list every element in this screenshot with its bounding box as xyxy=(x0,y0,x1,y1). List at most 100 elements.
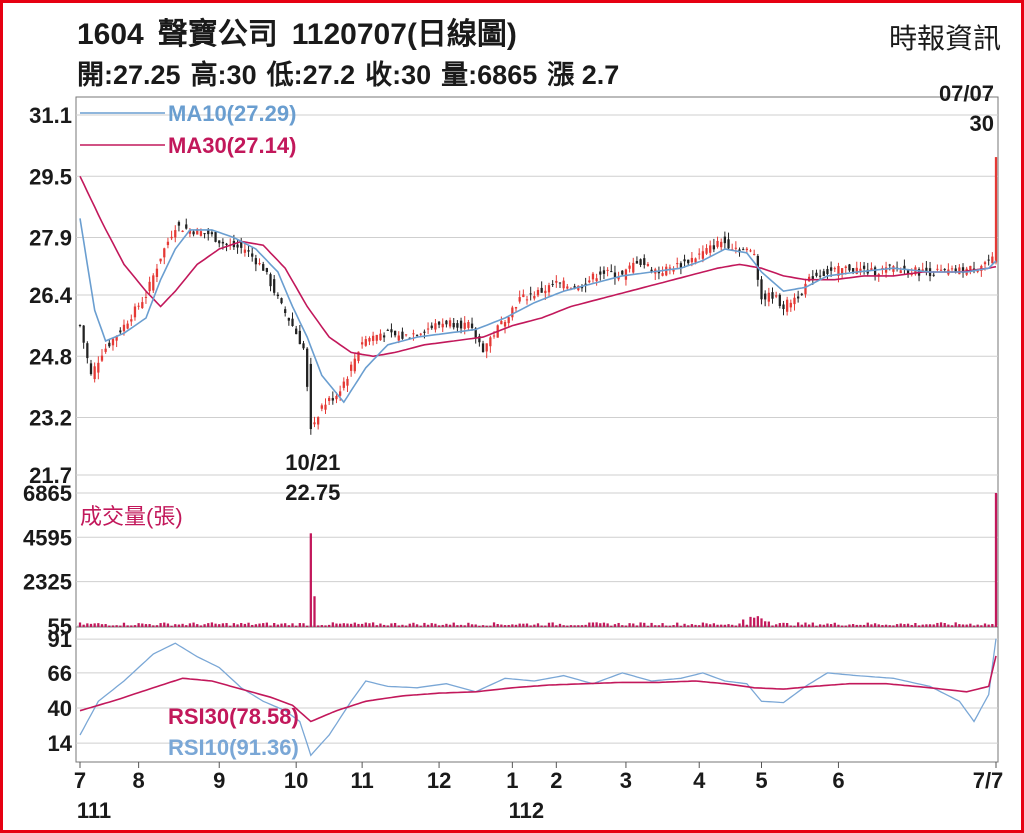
label-layer: MA10(27.29) MA30(27.14) 10/21 22.75 07/07 30 成… xyxy=(80,81,994,760)
candle-body xyxy=(533,296,536,299)
volume-bar xyxy=(104,624,107,627)
candle-body xyxy=(613,272,617,278)
candle-body xyxy=(122,324,126,332)
volume-bar xyxy=(108,625,111,627)
candle-body xyxy=(177,222,181,226)
month-label: 12 xyxy=(427,768,451,793)
month-label: 5 xyxy=(755,768,767,793)
volume-bar xyxy=(646,625,650,627)
volume-bar xyxy=(401,624,404,627)
candle-body xyxy=(111,338,115,346)
candle-body xyxy=(932,274,935,276)
candle-body xyxy=(566,286,569,289)
candle-body xyxy=(188,229,192,234)
candle-body xyxy=(639,259,642,265)
rsi10-legend: RSI10(91.36) xyxy=(168,735,299,760)
candle-body xyxy=(108,342,111,347)
candle-body xyxy=(265,268,269,272)
candle-body xyxy=(811,276,814,280)
volume-bar xyxy=(423,622,426,627)
volume-bar xyxy=(247,622,250,627)
volume-bar xyxy=(643,622,646,627)
volume-bar xyxy=(207,623,210,627)
candle-body xyxy=(683,259,686,262)
month-label: 3 xyxy=(620,768,632,793)
volume-bar xyxy=(954,622,957,627)
candle-body xyxy=(379,333,382,341)
candle-body xyxy=(430,325,433,329)
date-period: 1120707(日線圖) xyxy=(291,18,517,51)
candle-body xyxy=(291,318,294,327)
volume-title: 成交量(張) xyxy=(80,504,183,529)
candle-body xyxy=(617,277,620,280)
volume-bar xyxy=(320,625,323,627)
volume-bar xyxy=(910,624,913,627)
volume-bar xyxy=(254,624,258,627)
candle-body xyxy=(155,268,159,277)
candle-body xyxy=(580,286,584,289)
volume-bar xyxy=(950,625,954,627)
candle-body xyxy=(152,275,155,291)
candle-body xyxy=(393,330,397,336)
volume-bar xyxy=(368,623,371,627)
volume-bar xyxy=(881,625,884,627)
candle-body xyxy=(881,267,884,269)
candle-body xyxy=(335,395,338,400)
volume-bar xyxy=(892,625,895,627)
volume-bar xyxy=(771,625,774,627)
volume-bar xyxy=(313,596,316,627)
volume-bar xyxy=(412,622,415,627)
candle-body xyxy=(390,329,393,333)
volume-bar xyxy=(994,493,998,627)
candle-body xyxy=(723,236,727,244)
volume-bar xyxy=(731,624,734,627)
candle-body xyxy=(676,263,679,265)
volume-bar xyxy=(753,617,756,627)
ma30-legend: MA30(27.14) xyxy=(168,133,296,158)
candle-body xyxy=(734,247,737,249)
volume-bar xyxy=(331,622,334,627)
volume-bar xyxy=(335,623,338,627)
volume-bar xyxy=(939,622,943,627)
candle-body xyxy=(463,322,466,329)
candle-body xyxy=(159,258,162,262)
candle-body xyxy=(588,280,591,283)
volume-bar xyxy=(917,625,921,627)
candle-body xyxy=(991,256,994,264)
candle-body xyxy=(415,334,419,336)
candle-body xyxy=(445,320,448,325)
candle-body xyxy=(133,306,137,318)
rsi10-line xyxy=(79,638,997,757)
volume-bar xyxy=(441,624,444,627)
candle-body xyxy=(412,333,415,335)
volume-bar xyxy=(317,625,320,627)
volume-bar xyxy=(602,622,606,627)
volume-bar xyxy=(712,623,716,627)
candle-body xyxy=(694,258,697,263)
candle-body xyxy=(848,264,851,271)
candle-body xyxy=(368,338,371,342)
volume-bar xyxy=(375,625,378,627)
candle-body xyxy=(698,253,701,255)
candle-body xyxy=(672,269,675,272)
candle-body xyxy=(782,304,785,310)
candle-body xyxy=(851,268,855,272)
volume-bar xyxy=(287,625,290,627)
candle-body xyxy=(459,320,463,329)
volume-bar xyxy=(397,625,400,627)
volume-bar xyxy=(507,624,510,627)
quote-high: 高:30 xyxy=(190,60,257,90)
price-tick-label: 31.1 xyxy=(29,103,72,128)
price-tick-label: 29.5 xyxy=(29,164,72,189)
candle-body xyxy=(258,263,261,265)
candle-body xyxy=(687,259,690,264)
volume-bar xyxy=(961,624,965,627)
candle-body xyxy=(943,269,946,271)
volume-bar xyxy=(899,623,902,627)
candle-body xyxy=(518,297,521,302)
candle-body xyxy=(82,325,85,343)
volume-bar xyxy=(580,625,584,627)
candle-body xyxy=(148,281,151,292)
volume-bar xyxy=(599,623,602,627)
